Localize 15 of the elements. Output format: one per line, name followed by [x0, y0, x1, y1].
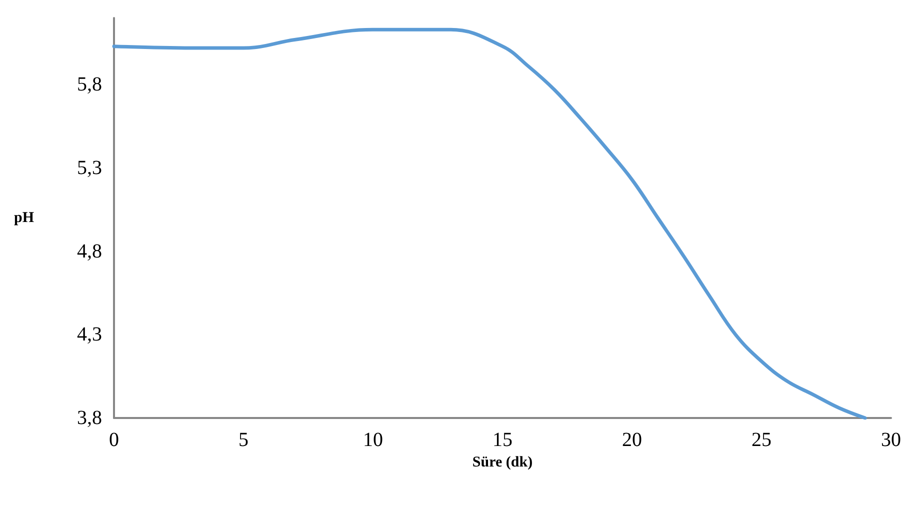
x-tick-label: 10 [363, 429, 383, 451]
x-tick-label: 0 [109, 429, 119, 451]
y-tick-label: 4,8 [77, 240, 102, 262]
x-tick-label: 25 [752, 429, 772, 451]
y-tick-label: 4,3 [77, 324, 102, 346]
y-axis-title: pH [14, 210, 34, 226]
x-tick-label: 20 [622, 429, 642, 451]
x-tick-label: 30 [881, 429, 901, 451]
x-axis-title: Süre (dk) [472, 454, 533, 470]
y-tick-label: 5,3 [77, 157, 102, 179]
y-tick-label: 3,8 [77, 407, 102, 429]
y-tick-label: 5,8 [77, 74, 102, 96]
x-tick-label: 5 [238, 429, 248, 451]
line-series [112, 28, 867, 420]
x-tick-label: 15 [492, 429, 512, 451]
